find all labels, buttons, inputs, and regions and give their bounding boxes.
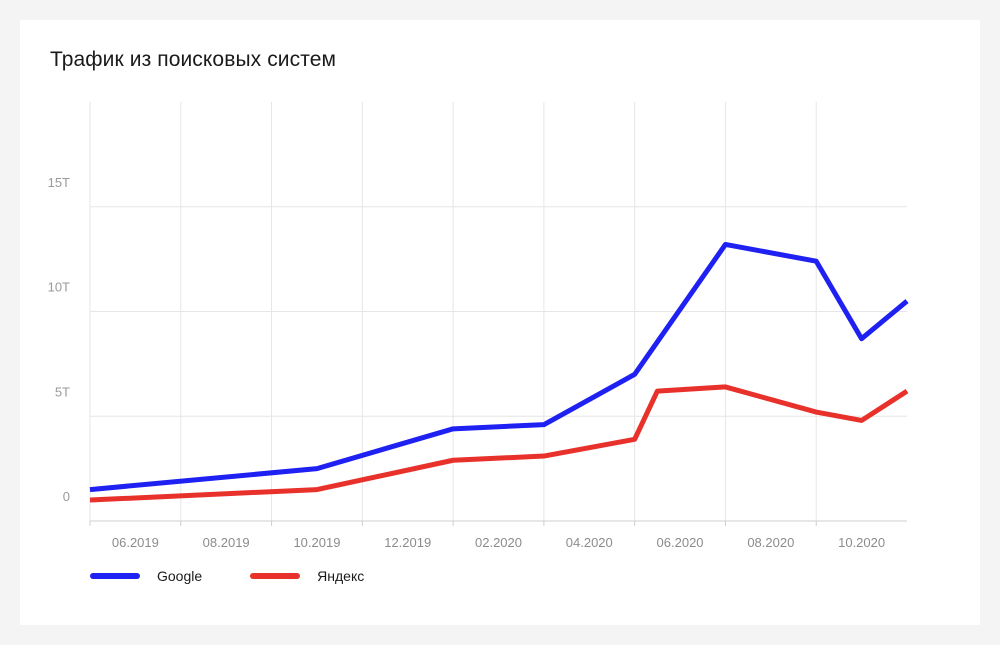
y-gridlines xyxy=(90,206,907,417)
x-tick-label: 10.2019 xyxy=(293,535,340,550)
x-tick-label: 12.2019 xyxy=(384,535,431,550)
chart-card: Трафик из поисковых систем 0 5Т 10Т 15Т 06.… xyxy=(20,20,980,625)
legend-label-google: Google xyxy=(157,568,203,584)
legend-label-yandex: Яндекс xyxy=(317,568,365,584)
chart-title: Трафик из поисковых систем xyxy=(50,48,337,71)
x-tick-label: 04.2020 xyxy=(566,535,613,550)
x-tick-label: 08.2019 xyxy=(203,535,250,550)
x-tick-label: 06.2019 xyxy=(112,535,159,550)
y-tick-labels: 0 5Т 10Т 15Т xyxy=(48,175,70,504)
legend-swatch-yandex xyxy=(250,573,301,579)
y-tick-label: 10Т xyxy=(48,280,70,295)
x-tick-label: 02.2020 xyxy=(475,535,522,550)
series-lines xyxy=(89,241,909,503)
x-tick-marks xyxy=(89,521,817,526)
y-tick-label: 5Т xyxy=(55,384,70,399)
series-line-google xyxy=(89,241,909,493)
x-tick-label: 10.2020 xyxy=(838,535,885,550)
legend-swatch-google xyxy=(90,573,140,579)
legend-item-google: Google xyxy=(90,568,202,584)
series-line-yandex xyxy=(89,384,909,503)
y-tick-label: 0 xyxy=(63,489,70,504)
x-tick-labels: 06.2019 08.2019 10.2019 12.2019 02.2020 04.20… xyxy=(112,535,885,550)
line-chart: 0 5Т 10Т 15Т 06.2019 08.2019 10.2019 12.2019 02… xyxy=(48,102,909,550)
y-tick-label: 15Т xyxy=(48,175,70,190)
legend: Google Яндекс xyxy=(90,568,412,584)
x-tick-label: 08.2020 xyxy=(747,535,794,550)
legend-item-yandex: Яндекс xyxy=(250,568,364,584)
x-tick-label: 06.2020 xyxy=(657,535,704,550)
